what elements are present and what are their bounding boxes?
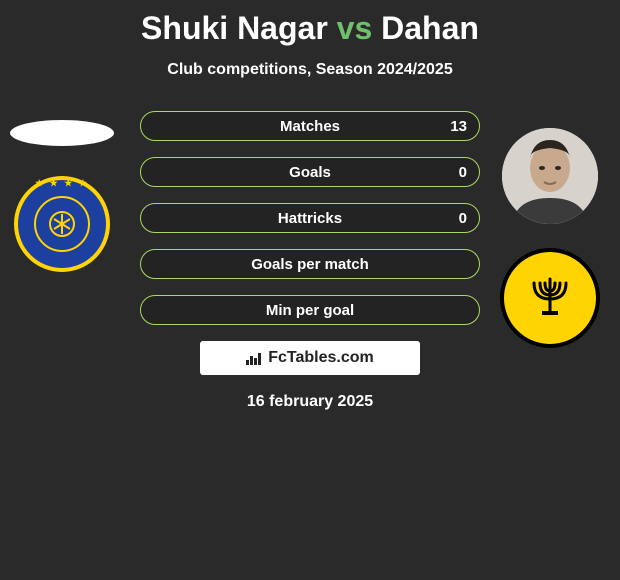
page-title: Shuki Nagar vs Dahan bbox=[0, 10, 620, 47]
date-label: 16 february 2025 bbox=[0, 393, 620, 411]
person-icon bbox=[502, 128, 598, 224]
club-badge-beitar bbox=[500, 248, 600, 348]
maccabi-icon bbox=[47, 209, 77, 239]
stats-list: Matches 13 Goals 0 Hattricks 0 Goals per… bbox=[140, 111, 480, 325]
stat-row-goals: Goals 0 bbox=[140, 157, 480, 187]
avatar bbox=[10, 120, 114, 146]
club-badge-maccabi: ★ ★ ★ ★ bbox=[14, 176, 110, 272]
stat-row-hattricks: Hattricks 0 bbox=[140, 203, 480, 233]
bars-icon bbox=[246, 351, 264, 365]
right-player-column bbox=[500, 128, 600, 348]
avatar bbox=[502, 128, 598, 224]
stat-right-value: 0 bbox=[459, 164, 467, 181]
menorah-icon bbox=[526, 271, 574, 325]
club-badge-inner bbox=[34, 196, 90, 252]
brand-text: FcTables.com bbox=[268, 349, 374, 367]
brand-badge[interactable]: FcTables.com bbox=[200, 341, 420, 375]
stat-right-value: 0 bbox=[459, 210, 467, 227]
title-vs: vs bbox=[337, 10, 373, 46]
stat-row-gpm: Goals per match bbox=[140, 249, 480, 279]
stat-label: Goals per match bbox=[251, 256, 369, 273]
stat-row-matches: Matches 13 bbox=[140, 111, 480, 141]
stat-row-mpg: Min per goal bbox=[140, 295, 480, 325]
stat-label: Min per goal bbox=[266, 302, 354, 319]
subtitle: Club competitions, Season 2024/2025 bbox=[0, 61, 620, 79]
stars-icon: ★ ★ ★ ★ bbox=[35, 178, 89, 189]
left-player-column: ★ ★ ★ ★ bbox=[10, 120, 114, 272]
stat-label: Hattricks bbox=[278, 210, 342, 227]
stat-label: Goals bbox=[289, 164, 331, 181]
stat-label: Matches bbox=[280, 118, 340, 135]
stat-right-value: 13 bbox=[450, 118, 467, 135]
title-player2: Dahan bbox=[381, 10, 479, 46]
title-player1: Shuki Nagar bbox=[141, 10, 328, 46]
